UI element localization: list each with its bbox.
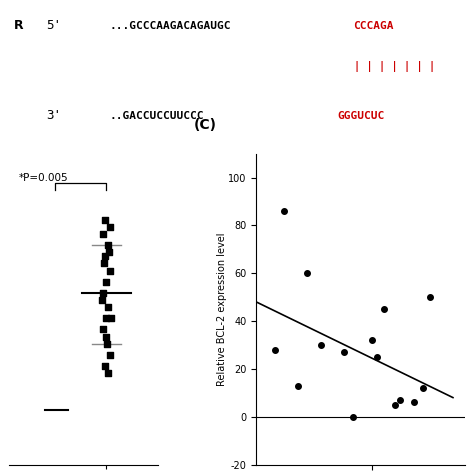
- Text: GGGUCUC: GGGUCUC: [337, 111, 384, 121]
- Point: [103, 278, 110, 285]
- Text: ..GACCUCCUUCCC: ..GACCUCCUUCCC: [109, 111, 204, 121]
- Point: [392, 401, 399, 409]
- Text: *P=0.005: *P=0.005: [19, 173, 69, 183]
- Point: [107, 223, 114, 231]
- Point: [368, 337, 376, 344]
- Point: [271, 346, 279, 354]
- Point: [419, 384, 427, 392]
- Point: [100, 289, 107, 296]
- Point: [106, 267, 113, 274]
- Point: [105, 241, 112, 249]
- Y-axis label: Relative BCL-2 expression level: Relative BCL-2 expression level: [217, 232, 227, 386]
- Point: [280, 207, 288, 215]
- Text: R: R: [14, 19, 24, 32]
- Point: [101, 216, 109, 223]
- Point: [106, 351, 113, 359]
- Point: [317, 341, 325, 349]
- Point: [101, 252, 109, 260]
- Point: [410, 399, 418, 406]
- Point: [396, 396, 403, 404]
- Text: | | | | | | |: | | | | | | |: [354, 62, 435, 73]
- Point: [103, 314, 110, 322]
- Point: [101, 362, 109, 370]
- Point: [105, 249, 113, 256]
- Point: [340, 348, 348, 356]
- Point: [380, 305, 387, 313]
- Text: 3': 3': [46, 109, 61, 122]
- Point: [98, 296, 106, 304]
- Point: [100, 326, 107, 333]
- Point: [105, 369, 112, 377]
- Point: [107, 314, 115, 322]
- Text: (C): (C): [194, 118, 217, 132]
- Text: 5': 5': [46, 19, 61, 32]
- Point: [294, 382, 302, 390]
- Text: CCCAGA: CCCAGA: [353, 21, 393, 31]
- Point: [373, 353, 381, 361]
- Point: [426, 293, 434, 301]
- Text: ...GCCCAAGACAGAUGC: ...GCCCAAGACAGAUGC: [109, 21, 231, 31]
- Point: [102, 333, 109, 340]
- Point: [103, 340, 111, 347]
- Point: [99, 230, 106, 238]
- Point: [350, 413, 357, 420]
- Point: [100, 260, 108, 267]
- Point: [303, 270, 311, 277]
- Point: [104, 303, 111, 311]
